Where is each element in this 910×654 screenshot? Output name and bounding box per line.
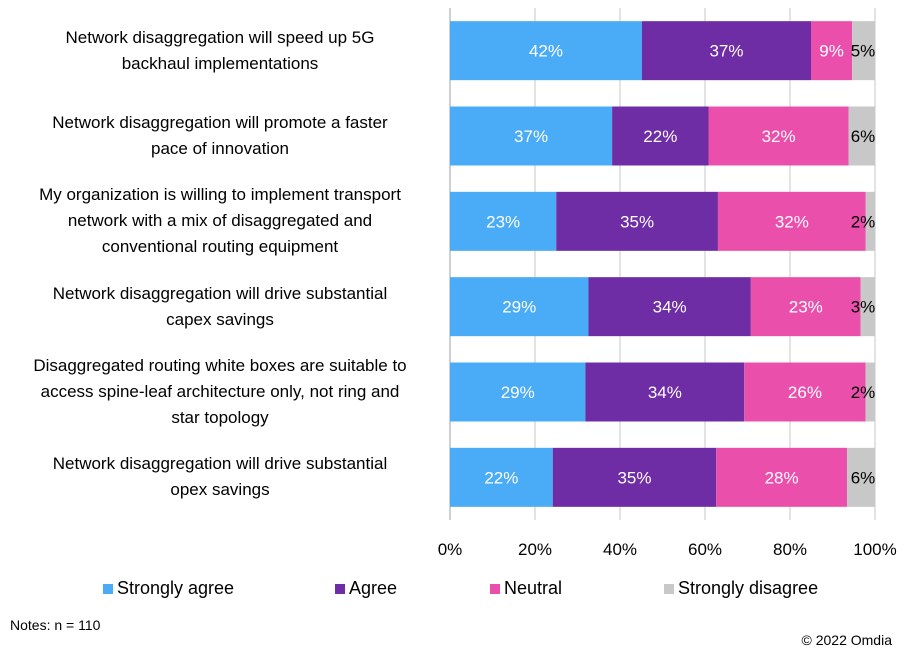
- legend-swatch-agree: [335, 583, 345, 594]
- bar-segment-strongly-agree: [450, 191, 557, 251]
- category-label-line: Disaggregated routing white boxes are su…: [33, 356, 407, 375]
- x-tick-label: 80%: [773, 540, 807, 559]
- legend-swatch-strongly-disagree: [664, 583, 674, 594]
- x-tick-label: 40%: [603, 540, 637, 559]
- bar-segment-agree: [552, 447, 717, 507]
- legend-item-strongly-disagree: Strongly disagree: [664, 578, 818, 599]
- bar-segment-neutral: [744, 362, 866, 422]
- bar-segment-agree: [641, 21, 812, 81]
- data-label: 22%: [643, 127, 677, 146]
- data-label: 22%: [484, 468, 518, 487]
- data-label: 26%: [788, 383, 822, 402]
- bar-segment-agree: [585, 362, 745, 422]
- legend-swatch-neutral: [490, 583, 500, 594]
- legend-item-neutral: Neutral: [490, 578, 562, 599]
- data-label: 29%: [501, 383, 535, 402]
- x-tick-label: 100%: [853, 540, 896, 559]
- data-label: 6%: [851, 127, 876, 146]
- category-label-line: Network disaggregation will promote a fa…: [52, 113, 388, 132]
- bar-segment-agree: [612, 106, 709, 166]
- category-label-line: star topology: [171, 408, 269, 427]
- data-label: 3%: [851, 298, 876, 317]
- data-label: 28%: [765, 468, 799, 487]
- bar-segment-strongly-disagree: [865, 191, 875, 251]
- data-label: 37%: [709, 42, 743, 61]
- legend-swatch-strongly-agree: [103, 583, 113, 594]
- bar-segment-strongly-agree: [450, 362, 586, 422]
- bar-segment-strongly-agree: [450, 277, 589, 337]
- legend-label: Neutral: [504, 578, 563, 598]
- bars: [450, 21, 875, 507]
- category-label-line: opex savings: [170, 480, 270, 500]
- bar-segment-agree: [588, 277, 751, 337]
- category-label: My organization is willing to implement …: [0, 182, 440, 260]
- legend-label: Strongly agree: [117, 578, 235, 598]
- category-label-line: capex savings: [166, 309, 274, 329]
- category-label: Network disaggregation will drive substa…: [0, 281, 440, 333]
- legend-label: Strongly disagree: [678, 578, 819, 598]
- data-label: 23%: [486, 212, 520, 231]
- bar-segment-neutral: [716, 447, 847, 507]
- data-label: 9%: [819, 42, 844, 61]
- legend-item-strongly-agree: Strongly agree: [103, 578, 234, 599]
- category-label-line: access spine-leaf architecture only, not…: [40, 382, 400, 401]
- x-tick-label: 0%: [438, 540, 463, 559]
- bar-segment-strongly-agree: [450, 21, 642, 81]
- data-labels: 42% 37% 9% 5% 37% 22% 32% 6% 23% 35% 32% 2% 29% 34% 23…: [484, 42, 875, 488]
- data-label: 29%: [502, 298, 536, 317]
- data-label: 37%: [514, 127, 548, 146]
- bar-segment-strongly-disagree: [848, 106, 875, 166]
- data-label: 34%: [648, 383, 682, 402]
- category-label: Disaggregated routing white boxes are su…: [0, 353, 440, 431]
- data-label: 34%: [653, 298, 687, 317]
- data-label: 32%: [775, 212, 809, 231]
- x-axis-ticks: 0% 20% 40% 60% 80% 100%: [438, 540, 897, 559]
- data-label: 42%: [529, 42, 563, 61]
- bar-segment-neutral: [750, 277, 861, 337]
- category-label-line: Network disaggregation will drive substa…: [52, 283, 388, 303]
- bar-segment-agree: [556, 191, 718, 251]
- data-label: 35%: [620, 212, 654, 231]
- category-label-line: pace of innovation: [151, 139, 289, 158]
- data-label: 32%: [762, 127, 796, 146]
- bar-segment-neutral: [708, 106, 849, 166]
- data-label: 2%: [851, 212, 876, 231]
- data-label: 2%: [851, 383, 876, 402]
- bar-segment-strongly-disagree: [852, 21, 875, 81]
- legend-label: Agree: [349, 578, 398, 598]
- legend-item-agree: Agree: [335, 578, 397, 599]
- category-label-line: network with a mix of disaggregated and: [67, 211, 373, 231]
- x-tick-label: 20%: [518, 540, 552, 559]
- category-label: Network disaggregation will promote a fa…: [0, 110, 440, 162]
- data-label: 5%: [851, 42, 876, 61]
- category-label-line: conventional routing equipment: [101, 237, 339, 257]
- legend: Strongly agree Agree Neutral Strongly di…: [0, 578, 910, 604]
- category-label: Network disaggregation will drive substa…: [0, 451, 440, 503]
- data-label: 35%: [617, 468, 651, 487]
- x-tick-label: 60%: [688, 540, 722, 559]
- bar-segment-strongly-disagree: [865, 362, 875, 422]
- data-label: 23%: [789, 298, 823, 317]
- bar-segment-strongly-disagree: [860, 277, 875, 337]
- category-label-line: Network disaggregation will speed up 5G: [65, 27, 375, 47]
- category-label-line: Network disaggregation will drive substa…: [52, 454, 388, 474]
- data-label: 6%: [851, 468, 876, 487]
- bar-segment-strongly-disagree: [846, 447, 875, 507]
- category-label-line: My organization is willing to implement …: [39, 185, 401, 205]
- copyright: © 2022 Omdia: [801, 632, 892, 648]
- bar-segment-strongly-agree: [450, 447, 553, 507]
- bar-segment-neutral: [811, 21, 853, 81]
- bar-segment-neutral: [717, 191, 866, 251]
- bar-segment-strongly-agree: [450, 106, 613, 166]
- gridlines: [449, 8, 876, 520]
- category-label: Network disaggregation will speed up 5G b…: [0, 25, 440, 77]
- category-label-line: backhaul implementations: [121, 53, 319, 73]
- notes: Notes: n = 110: [10, 617, 101, 633]
